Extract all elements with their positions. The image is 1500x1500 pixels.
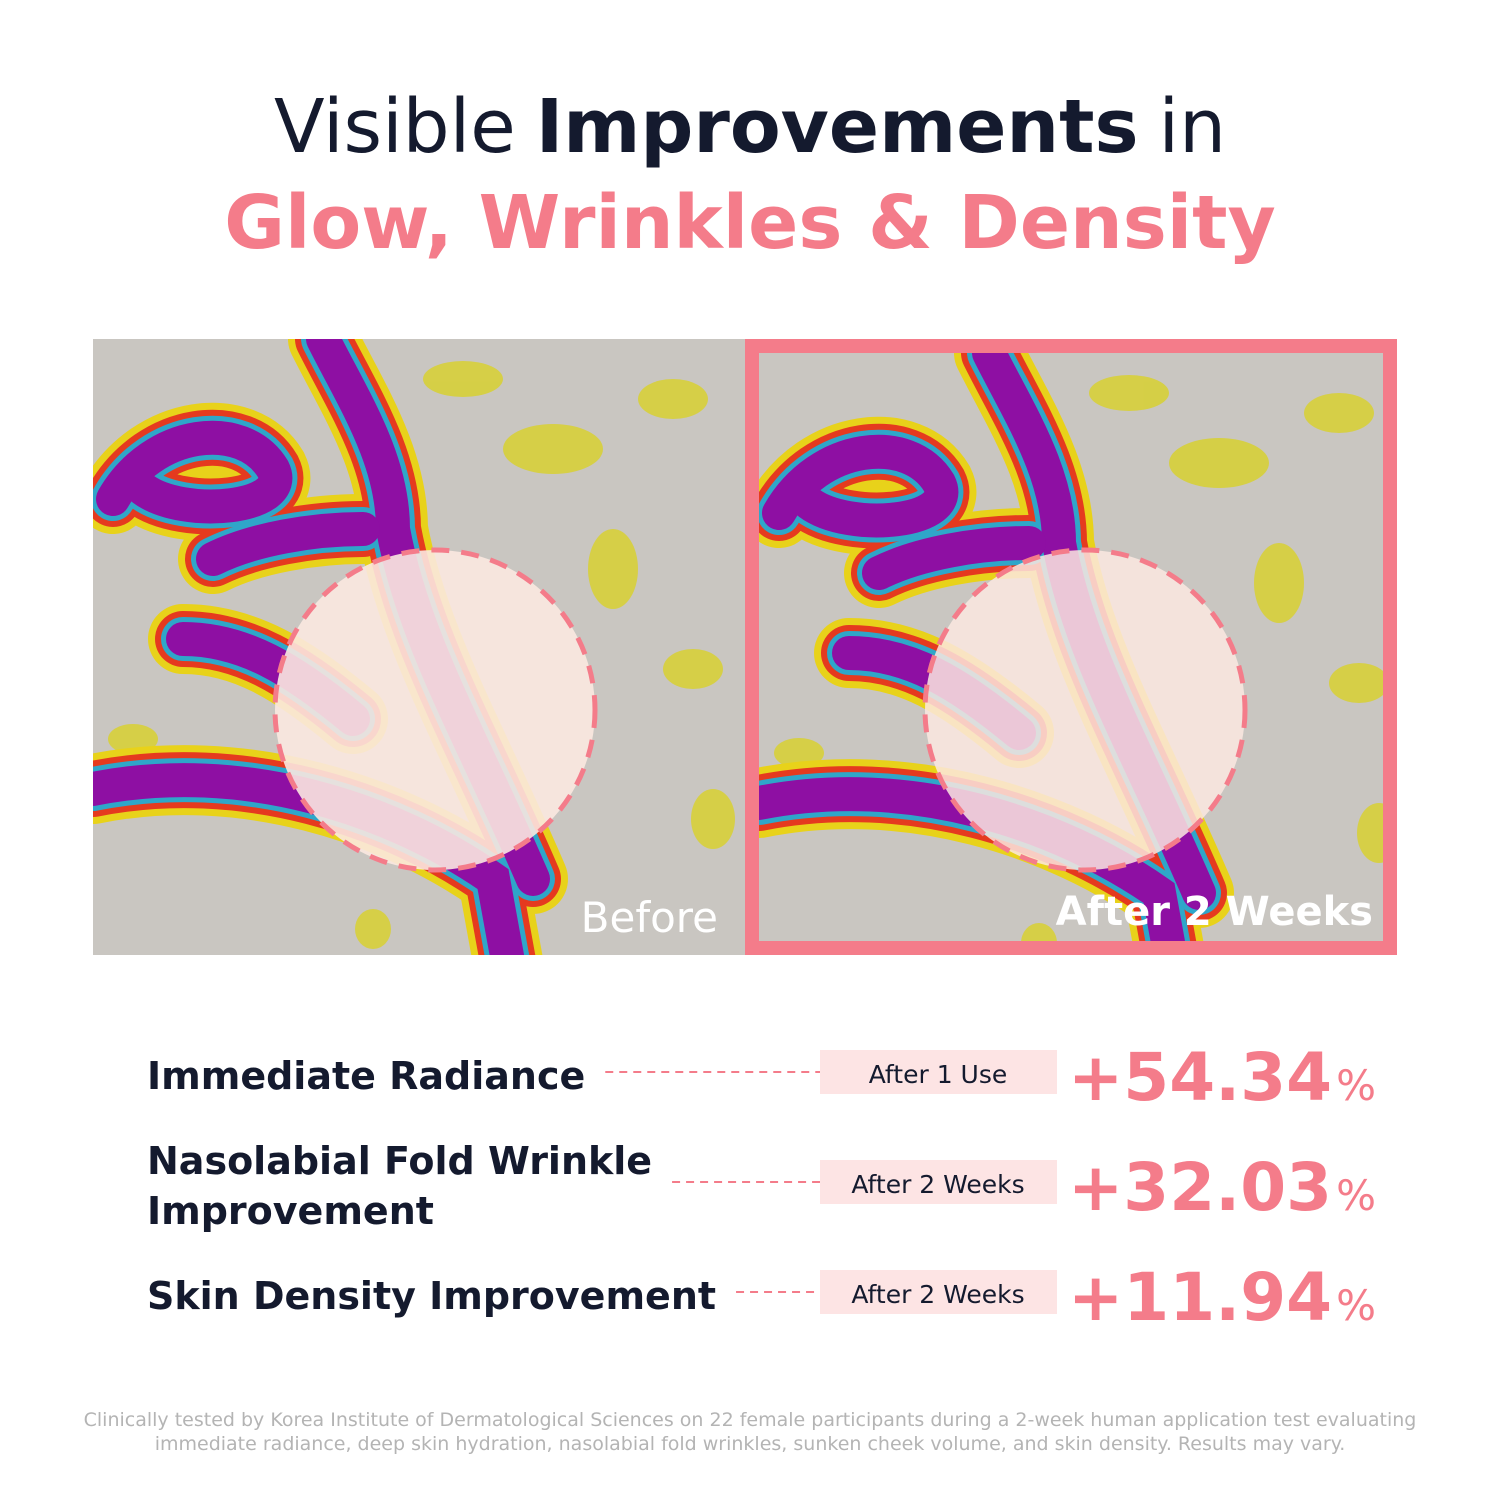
badge-text: After 2 Weeks xyxy=(851,1280,1024,1309)
title-word: in xyxy=(1159,84,1226,170)
title-line-1: Visible Improvements in xyxy=(274,84,1226,170)
image-label: After 2 Weeks xyxy=(1056,889,1373,935)
after-image xyxy=(759,353,1459,1003)
stat-value: +54.34% xyxy=(1068,1039,1376,1116)
after-frame xyxy=(745,339,1397,955)
title-word: Improvements xyxy=(536,84,1139,170)
image-label: Before xyxy=(581,893,718,942)
badge xyxy=(820,1160,1057,1204)
footnote: immediate radiance, deep skin hydration,… xyxy=(155,1433,1346,1455)
badge-text: After 2 Weeks xyxy=(851,1170,1024,1199)
stat-label: Nasolabial Fold Wrinkle xyxy=(147,1139,652,1183)
stat-value: +11.94% xyxy=(1068,1259,1376,1336)
stat-label: Immediate Radiance xyxy=(147,1054,585,1098)
stat-label: Skin Density Improvement xyxy=(147,1274,716,1318)
stat-label: Improvement xyxy=(147,1189,434,1233)
value-unit: % xyxy=(1336,1061,1376,1110)
value-number: +11.94 xyxy=(1068,1259,1332,1336)
before-image xyxy=(93,339,793,989)
badge xyxy=(820,1050,1057,1094)
value-unit: % xyxy=(1336,1171,1376,1220)
badge-text: After 1 Use xyxy=(869,1060,1008,1089)
value-number: +54.34 xyxy=(1068,1039,1332,1116)
value-number: +32.03 xyxy=(1068,1149,1332,1226)
stat-value: +32.03% xyxy=(1068,1149,1376,1226)
title-word: Visible xyxy=(274,84,516,170)
stats: Immediate Radiance After 1 Use +54.34% Naso… xyxy=(147,1039,1376,1336)
title-line-2: Glow, Wrinkles & Density xyxy=(224,180,1276,266)
value-unit: % xyxy=(1336,1281,1376,1330)
badge xyxy=(820,1270,1057,1314)
footnote: Clinically tested by Korea Institute of … xyxy=(84,1409,1417,1431)
